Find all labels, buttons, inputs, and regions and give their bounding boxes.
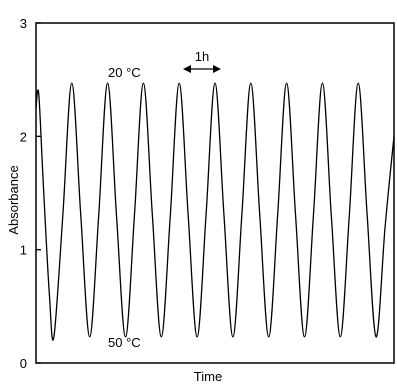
period-arrow-right-head bbox=[213, 65, 221, 73]
y-axis-label: Absorbance bbox=[6, 165, 21, 234]
plot-border bbox=[35, 22, 395, 364]
y-tick-label-1: 1 bbox=[20, 243, 27, 258]
absorbance-series-line bbox=[35, 82, 395, 341]
period-indicator: 1h bbox=[183, 49, 221, 73]
y-axis: 0 1 2 3 bbox=[20, 16, 41, 371]
trough-temperature-label: 50 °C bbox=[108, 335, 141, 350]
plot-frame bbox=[35, 22, 395, 364]
x-axis-label: Time bbox=[194, 369, 222, 384]
period-label: 1h bbox=[195, 49, 209, 64]
y-tick-label-3: 3 bbox=[20, 16, 27, 31]
period-arrow-left-head bbox=[183, 65, 191, 73]
y-tick-label-2: 2 bbox=[20, 129, 27, 144]
peak-temperature-label: 20 °C bbox=[108, 65, 141, 80]
y-tick-label-0: 0 bbox=[20, 356, 27, 371]
